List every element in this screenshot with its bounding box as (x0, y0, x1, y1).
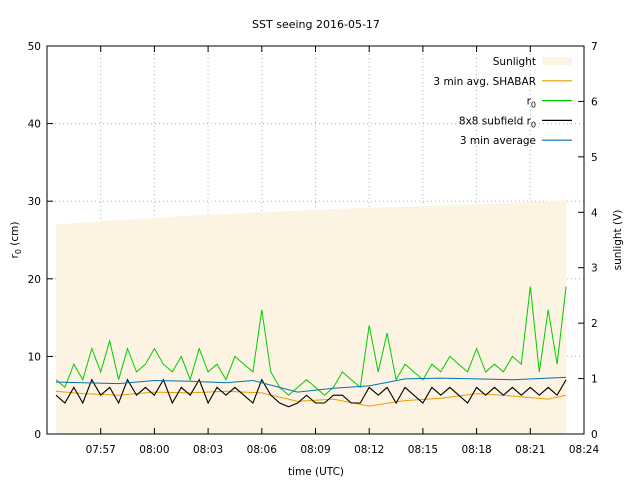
y-axis-label-main: r (9, 253, 21, 258)
x-tick-label-8: 08:21 (515, 444, 545, 456)
axes: 07:57 08:00 08:03 08:06 08:09 08:12 08:15 08:18… (28, 41, 600, 456)
x-tick-label-4: 08:09 (300, 444, 330, 456)
legend-item-1: 3 min avg. SHABAR (433, 76, 572, 88)
legend-item-0: Sunlight (493, 56, 572, 68)
legend-label-4: 3 min average (460, 135, 536, 147)
legend-label-sub-3: 0 (531, 120, 536, 129)
y-axis-label-unit: (cm) (9, 222, 21, 250)
legend-item-4: 3 min average (460, 135, 572, 147)
y-tick-label-0: 0 (34, 429, 41, 441)
legend-label-2: r0 (527, 96, 536, 110)
y2-tick-label-5: 5 (591, 152, 598, 164)
y2-axis-label: sunlight (V) (612, 210, 624, 271)
legend-label-main-2: r (527, 96, 532, 108)
y-tick-label-4: 40 (28, 119, 41, 131)
y2-tick-label-4: 4 (591, 207, 598, 219)
x-axis-label: time (UTC) (288, 466, 344, 478)
chart-title: SST seeing 2016-05-17 (252, 18, 380, 31)
y-tick-label-1: 10 (28, 351, 41, 363)
x-tick-label-0: 07:57 (86, 444, 116, 456)
legend-item-2: r0 (527, 96, 572, 110)
legend-swatch-0 (542, 57, 572, 65)
x-tick-label-9: 08:24 (569, 444, 600, 456)
y2-tick-label-2: 2 (591, 318, 598, 330)
y2-tick-label-7: 7 (591, 41, 598, 53)
legend-label-3: 8x8 subfield r0 (459, 115, 536, 129)
x-tick-label-1: 08:00 (139, 444, 169, 456)
y2-tick-label-0: 0 (591, 429, 598, 441)
legend-label-1: 3 min avg. SHABAR (433, 76, 536, 88)
y-tick-label-5: 50 (28, 41, 41, 53)
y2-tick-label-3: 3 (591, 263, 598, 275)
y-axis-label-sub: 0 (14, 249, 23, 254)
x-tick-label-3: 08:06 (247, 444, 278, 456)
x-tick-label-5: 08:12 (354, 444, 384, 456)
sunlight-area (56, 200, 567, 434)
legend-label-0: Sunlight (493, 56, 536, 68)
x-tick-label-6: 08:15 (408, 444, 438, 456)
series-line-0 (55, 390, 567, 407)
series-line-1 (55, 286, 567, 396)
legend-label-main-3: 8x8 subfield r (459, 115, 532, 127)
series-line-2 (55, 378, 567, 408)
x-tick-label-7: 08:18 (461, 444, 491, 456)
plot-area (55, 200, 567, 434)
legend-label-sub-2: 0 (531, 101, 536, 110)
y-tick-label-3: 30 (28, 196, 41, 208)
x-tick-label-2: 08:03 (193, 444, 223, 456)
legend-item-3: 8x8 subfield r0 (459, 115, 572, 129)
y-axis-label: r0 (cm) (9, 222, 23, 259)
series-line-3 (55, 376, 567, 393)
y-tick-label-2: 20 (28, 274, 41, 286)
y2-tick-label-6: 6 (591, 96, 598, 108)
y2-tick-label-1: 1 (591, 374, 598, 386)
